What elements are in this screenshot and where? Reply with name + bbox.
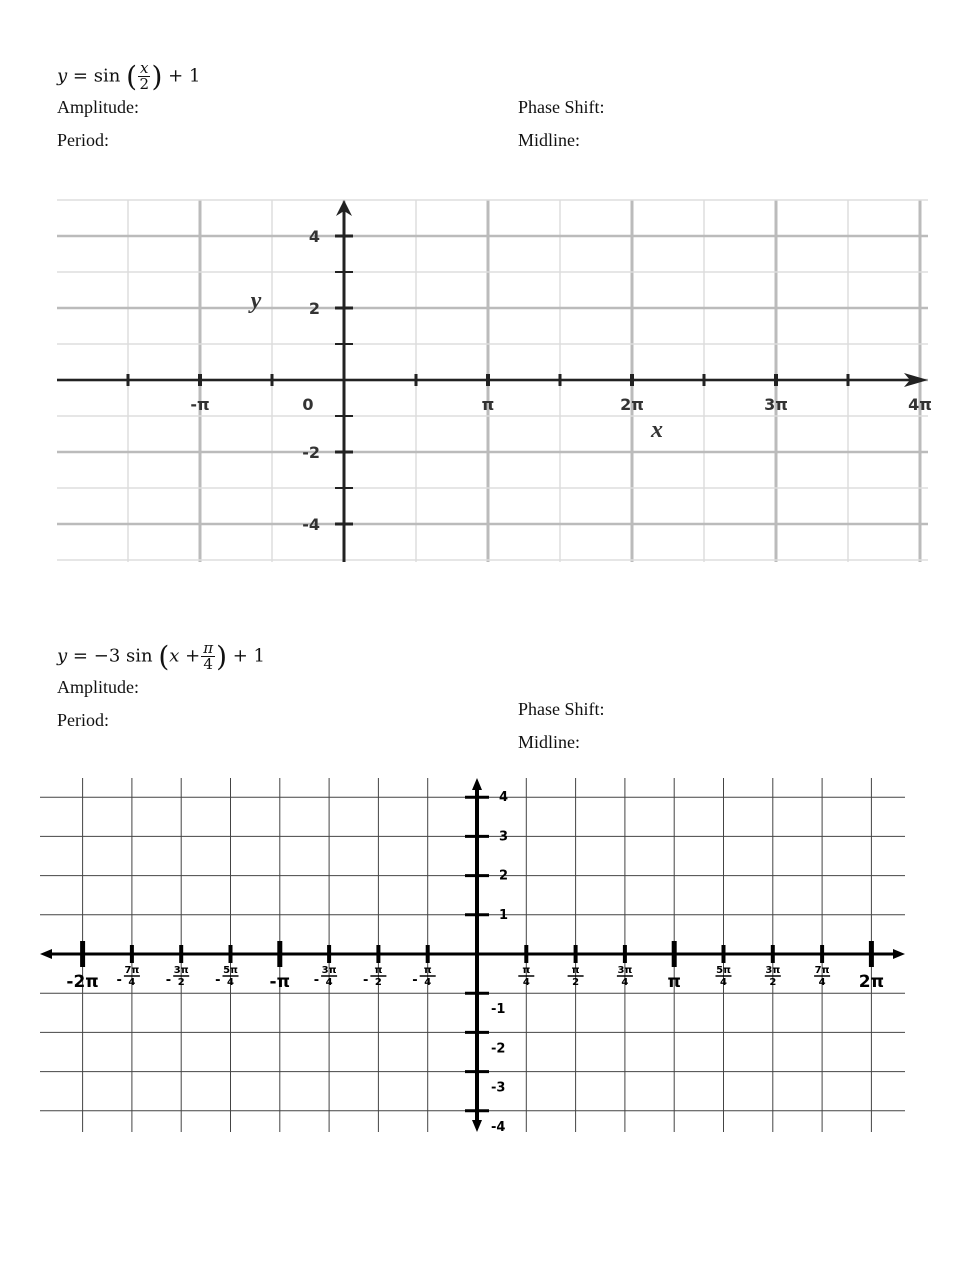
- x-tick-label: 2π: [620, 395, 644, 414]
- y-tick-label: 3: [499, 829, 508, 844]
- origin-label: 0: [302, 395, 313, 414]
- x-tick-label-numerator: 3π: [322, 965, 337, 976]
- x-tick-label-sign: -: [215, 973, 220, 988]
- x-axis-right-arrow-icon: [893, 949, 905, 959]
- x-tick-label-numerator: 5π: [223, 965, 238, 976]
- x-tick-label-sign: -: [412, 973, 417, 988]
- x-tick-label-denominator: 4: [720, 977, 727, 988]
- x-axis-arrow-icon: [904, 373, 928, 387]
- y-axis-down-arrow-icon: [472, 1120, 482, 1132]
- x-tick-label-sign: -: [166, 973, 171, 988]
- x-tick-label: -2π: [66, 972, 98, 992]
- amplitude-label-2: Amplitude:: [57, 677, 139, 697]
- x-tick-label-denominator: 4: [621, 977, 628, 988]
- x-tick-label-numerator: 7π: [124, 965, 139, 976]
- y-tick-label: 4: [309, 227, 320, 246]
- x-tick-label: π: [482, 395, 495, 414]
- y-axis-arrow-icon: [336, 200, 352, 216]
- y-tick-label: -3: [491, 1081, 505, 1096]
- y-tick-label: 2: [309, 299, 320, 318]
- x-tick-label-denominator: 2: [769, 977, 776, 988]
- x-tick-label-numerator: 7π: [815, 965, 830, 976]
- period-label-2: Period:: [57, 710, 109, 730]
- x-tick-label: π: [667, 972, 680, 992]
- x-tick-label-denominator: 2: [375, 977, 382, 988]
- x-tick-label-numerator: π: [572, 965, 580, 976]
- phase-shift-label-2: Phase Shift:: [518, 699, 605, 719]
- x-tick-label-denominator: 4: [326, 977, 333, 988]
- phase-shift-label-1: Phase Shift:: [518, 97, 605, 117]
- amplitude-label-1: Amplitude:: [57, 97, 139, 117]
- x-tick-label-numerator: 3π: [617, 965, 632, 976]
- x-tick-label-numerator: 3π: [174, 965, 189, 976]
- x-tick-label: 4π: [908, 395, 932, 414]
- y-tick-label: -4: [302, 515, 320, 534]
- midline-label-2: Midline:: [518, 732, 580, 752]
- x-tick-label: -π: [190, 395, 209, 414]
- x-tick-label-denominator: 2: [572, 977, 579, 988]
- x-tick-label-denominator: 4: [128, 977, 135, 988]
- y-tick-label: -4: [491, 1120, 505, 1135]
- y-axis-label: y: [248, 288, 262, 314]
- x-tick-label: -π: [270, 972, 291, 992]
- x-axis-label: x: [650, 417, 663, 443]
- x-tick-label-denominator: 2: [178, 977, 185, 988]
- x-tick-label-sign: -: [314, 973, 319, 988]
- x-tick-label-numerator: π: [424, 965, 432, 976]
- x-tick-label-denominator: 4: [227, 977, 234, 988]
- midline-label-1: Midline:: [518, 130, 580, 150]
- x-tick-label: 3π: [764, 395, 788, 414]
- y-tick-label: -2: [302, 443, 320, 462]
- x-axis-left-arrow-icon: [40, 949, 52, 959]
- y-tick-label: -2: [491, 1041, 505, 1056]
- x-tick-label-sign: -: [116, 973, 121, 988]
- x-tick-label: 2π: [859, 972, 884, 992]
- y-tick-label: 2: [499, 869, 508, 884]
- period-label-1: Period:: [57, 130, 109, 150]
- x-tick-label-denominator: 4: [819, 977, 826, 988]
- x-tick-label-numerator: π: [522, 965, 530, 976]
- x-tick-label-denominator: 4: [424, 977, 431, 988]
- x-tick-label-sign: -: [363, 973, 368, 988]
- y-tick-label: -1: [491, 1002, 505, 1017]
- equation-2: y = −3 sin (x + π 4) + 1: [57, 639, 266, 673]
- y-tick-label: 1: [499, 908, 508, 923]
- x-tick-label-numerator: 5π: [716, 965, 731, 976]
- x-tick-label-numerator: π: [374, 965, 382, 976]
- equation-1: y = sin (x 2) + 1: [57, 59, 201, 93]
- y-axis-up-arrow-icon: [472, 778, 482, 790]
- y-tick-label: 4: [499, 790, 508, 805]
- x-tick-label-numerator: 3π: [765, 965, 780, 976]
- x-tick-label-denominator: 4: [523, 977, 530, 988]
